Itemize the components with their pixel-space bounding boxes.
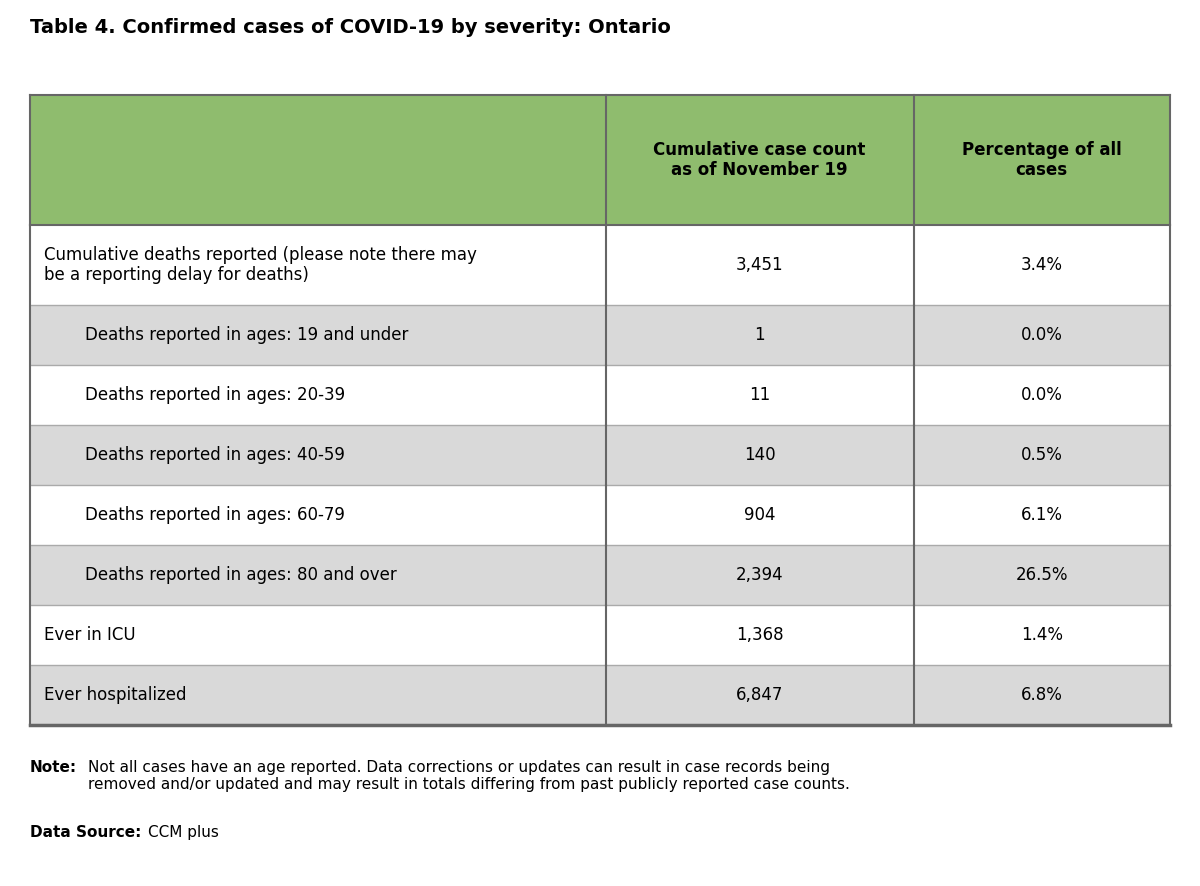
Text: Deaths reported in ages: 60-79: Deaths reported in ages: 60-79	[85, 506, 344, 524]
Bar	[30, 485, 1170, 545]
Text: 11: 11	[749, 386, 770, 404]
Text: Deaths reported in ages: 80 and over: Deaths reported in ages: 80 and over	[85, 566, 397, 584]
Text: 6.8%: 6.8%	[1021, 686, 1063, 704]
Text: 1,368: 1,368	[736, 626, 784, 644]
Text: Cumulative deaths reported (please note there may
be a reporting delay for death: Cumulative deaths reported (please note …	[44, 245, 476, 284]
Text: Deaths reported in ages: 40-59: Deaths reported in ages: 40-59	[85, 446, 344, 464]
Bar	[30, 425, 1170, 485]
Text: Deaths reported in ages: 19 and under: Deaths reported in ages: 19 and under	[85, 326, 408, 344]
Text: 1.4%: 1.4%	[1021, 626, 1063, 644]
Text: Deaths reported in ages: 20-39: Deaths reported in ages: 20-39	[85, 386, 346, 404]
Text: Data Source:: Data Source:	[30, 825, 142, 840]
Bar	[30, 545, 1170, 605]
Text: 26.5%: 26.5%	[1015, 566, 1068, 584]
Text: Cumulative case count
as of November 19: Cumulative case count as of November 19	[654, 141, 865, 179]
Text: Table 4. Confirmed cases of COVID-19 by severity: Ontario: Table 4. Confirmed cases of COVID-19 by …	[30, 18, 671, 37]
Text: 0.5%: 0.5%	[1021, 446, 1063, 464]
Text: 3,451: 3,451	[736, 256, 784, 274]
Text: 6.1%: 6.1%	[1021, 506, 1063, 524]
Bar	[30, 305, 1170, 365]
Text: 3.4%: 3.4%	[1021, 256, 1063, 274]
Text: 0.0%: 0.0%	[1021, 386, 1063, 404]
Text: 904: 904	[744, 506, 775, 524]
Text: 1: 1	[755, 326, 764, 344]
Text: 0.0%: 0.0%	[1021, 326, 1063, 344]
Text: 140: 140	[744, 446, 775, 464]
Bar	[30, 605, 1170, 665]
Text: Not all cases have an age reported. Data corrections or updates can result in ca: Not all cases have an age reported. Data…	[88, 760, 850, 792]
Bar	[30, 225, 1170, 305]
Text: Ever in ICU: Ever in ICU	[44, 626, 136, 644]
Bar	[30, 95, 1170, 225]
Text: 2,394: 2,394	[736, 566, 784, 584]
Text: CCM plus: CCM plus	[148, 825, 218, 840]
Text: Note:: Note:	[30, 760, 77, 775]
Text: Ever hospitalized: Ever hospitalized	[44, 686, 186, 704]
Text: Percentage of all
cases: Percentage of all cases	[962, 141, 1122, 179]
Text: 6,847: 6,847	[736, 686, 784, 704]
Bar	[30, 365, 1170, 425]
Bar	[30, 665, 1170, 725]
